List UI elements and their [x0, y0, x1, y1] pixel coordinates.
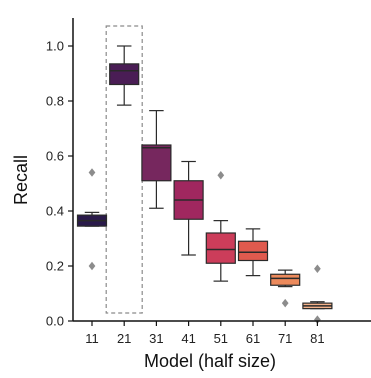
x-tick-label: 21 — [117, 331, 131, 346]
outlier-point — [314, 264, 321, 273]
x-tick-label: 71 — [278, 331, 292, 346]
box-31 — [141, 110, 172, 209]
y-axis-title: Recall — [11, 155, 31, 205]
y-tick-label: 0.4 — [46, 204, 64, 219]
box-body — [205, 232, 236, 264]
box-61 — [237, 228, 269, 277]
box-11 — [76, 168, 108, 271]
x-axis-title: Model (half size) — [144, 351, 276, 371]
box-71 — [270, 269, 301, 308]
outlier-point — [88, 168, 96, 177]
y-tick-label: 0.2 — [46, 259, 64, 274]
y-tick-label: 0.8 — [46, 94, 64, 109]
x-tick-label: 41 — [181, 331, 195, 346]
boxes-layer — [76, 45, 333, 324]
y-tick-label: 0.6 — [46, 149, 64, 164]
box-body — [270, 273, 301, 286]
box-41 — [173, 160, 204, 256]
y-tick-label: 1.0 — [46, 39, 64, 54]
highlight-box — [105, 25, 143, 314]
x-tick-label: 61 — [246, 331, 260, 346]
axes-layer — [72, 18, 371, 322]
outlier-point — [88, 261, 96, 271]
box-21 — [109, 45, 140, 106]
box-51 — [205, 171, 236, 282]
ticks-layer: 0.0 0.2 0.4 0.6 0.8 1.0 11 21 31 41 51 61 71 81 — [46, 39, 325, 347]
box-body — [141, 144, 172, 182]
highlight-layer — [105, 25, 143, 314]
x-tick-label: 81 — [310, 331, 324, 346]
y-tick-label: 0.0 — [46, 314, 64, 329]
box-body — [237, 240, 269, 262]
outlier-point — [281, 298, 289, 308]
x-tick-label: 51 — [214, 331, 228, 346]
outlier-point — [217, 171, 225, 180]
x-tick-label: 31 — [149, 331, 163, 346]
x-tick-label: 11 — [85, 331, 99, 346]
box-body — [109, 63, 140, 86]
box-81 — [302, 264, 333, 324]
